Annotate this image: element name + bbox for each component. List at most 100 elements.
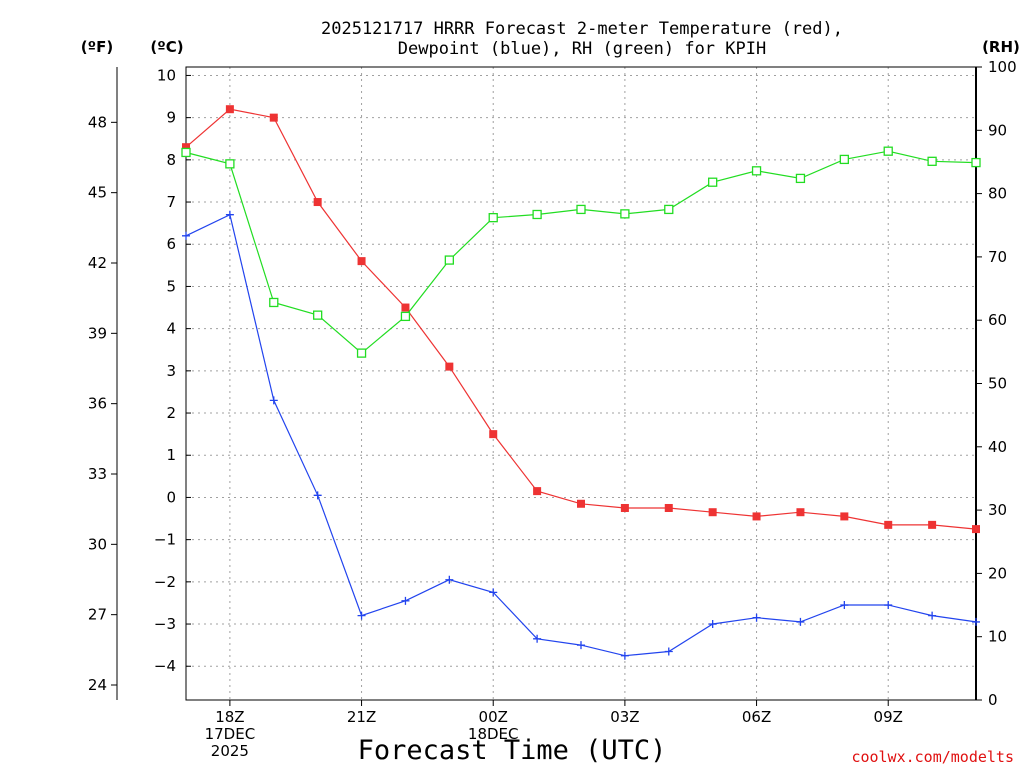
temperature-point: [313, 198, 322, 207]
dewpoint-point: [752, 613, 761, 622]
rh-point: [356, 348, 367, 358]
celsius-tick-label: 2: [166, 404, 176, 422]
temperature-point: [489, 430, 498, 439]
chart-title-line-2: Dewpoint (blue), RH (green) for KPIH: [398, 39, 766, 59]
dewpoint-point: [664, 647, 673, 656]
x-tick-label: 18DEC: [468, 725, 519, 743]
dewpoint-point: [577, 641, 585, 650]
temperature-point: [664, 503, 673, 512]
fahrenheit-axis: 48 45 42 39 36 33 30 27 24: [88, 113, 117, 694]
rh-tick-label: 30: [988, 501, 1007, 519]
celsius-tick-label: −1: [154, 531, 176, 549]
temperature-point: [972, 525, 980, 534]
rh-point: [576, 204, 586, 215]
temperature-point: [708, 508, 717, 517]
rh-tick-label: 90: [988, 121, 1007, 139]
dewpoint-point: [620, 651, 629, 660]
x-axis-title: Forecast Time (UTC): [358, 735, 667, 766]
rh-point: [225, 159, 235, 169]
dewpoint-point: [884, 601, 893, 610]
rh-point: [269, 297, 279, 308]
series-rh: [181, 146, 981, 358]
temperature-point: [357, 257, 366, 266]
temperature-point: [269, 113, 278, 122]
celsius-tick-label: 4: [166, 320, 176, 338]
rh-point: [313, 310, 323, 320]
rh-axis-label: (RH): [982, 38, 1020, 56]
series-temperature: [182, 105, 980, 534]
rh-point: [400, 311, 411, 322]
celsius-tick-label: 3: [166, 362, 176, 380]
celsius-tick-label: −3: [154, 615, 176, 633]
dewpoint-point: [796, 617, 805, 626]
rh-tick-label: 80: [988, 185, 1007, 203]
celsius-tick-label: 0: [166, 488, 176, 506]
temperature-point: [928, 520, 937, 529]
temperature-point: [577, 499, 585, 508]
temperature-point: [796, 508, 805, 517]
rh-point: [444, 255, 454, 265]
celsius-axis-label: (ºC): [150, 38, 183, 56]
dewpoint-point: [533, 634, 542, 643]
rh-tick-label: 100: [988, 58, 1017, 76]
rh-point: [839, 154, 849, 165]
x-tick-label: 2025: [211, 742, 249, 760]
rh-tick-label: 0: [988, 691, 998, 709]
chart-title-line-1: 2025121717 HRRR Forecast 2-meter Tempera…: [321, 19, 843, 39]
rh-point: [664, 204, 674, 215]
fahrenheit-tick-label: 36: [88, 395, 107, 413]
series-dewpoint: [182, 210, 980, 660]
rh-point: [181, 147, 191, 158]
temperature-point: [533, 487, 542, 496]
temperature-point: [445, 362, 454, 371]
x-tick-label: 00Z: [479, 708, 508, 726]
rh-tick-label: 40: [988, 438, 1007, 456]
rh-point: [795, 173, 806, 184]
fahrenheit-tick-label: 45: [88, 184, 107, 202]
dewpoint-line: [185, 213, 977, 657]
fahrenheit-axis-label: (ºF): [81, 38, 113, 56]
celsius-tick-label: −4: [154, 657, 176, 675]
dewpoint-point: [489, 588, 498, 597]
dewpoint-point: [357, 611, 366, 620]
dewpoint-point: [708, 620, 717, 629]
fahrenheit-tick-label: 30: [88, 535, 107, 553]
x-tick-label: 17DEC: [205, 725, 256, 743]
temperature-point: [884, 520, 893, 529]
rh-tick-label: 10: [988, 628, 1007, 646]
temperature-point: [401, 303, 410, 312]
x-tick-label: 18Z: [215, 708, 244, 726]
celsius-tick-label: 6: [166, 235, 176, 253]
rh-point: [971, 157, 981, 168]
celsius-tick-label: 10: [157, 66, 176, 84]
credit-text: coolwx.com/modelts: [851, 748, 1014, 766]
rh-point: [708, 177, 718, 187]
dewpoint-point: [313, 491, 322, 500]
rh-tick-label: 70: [988, 248, 1007, 266]
dewpoint-point: [928, 611, 937, 620]
temperature-point: [225, 105, 234, 114]
x-tick-label: 09Z: [874, 708, 903, 726]
celsius-tick-label: 7: [166, 193, 176, 211]
x-tick-label: 06Z: [742, 708, 771, 726]
rh-tick-label: 50: [988, 375, 1007, 393]
celsius-tick-label: 9: [166, 109, 176, 127]
fahrenheit-tick-label: 24: [88, 676, 107, 694]
temperature-point: [182, 143, 190, 152]
rh-point: [488, 213, 498, 223]
dewpoint-point: [225, 210, 234, 219]
rh-point: [620, 209, 630, 219]
dewpoint-point: [269, 396, 278, 405]
fahrenheit-tick-label: 42: [88, 254, 107, 272]
rh-point: [751, 166, 762, 176]
temperature-point: [752, 512, 761, 521]
data-series: [181, 105, 981, 660]
x-tick-label: 21Z: [347, 708, 376, 726]
dewpoint-point: [972, 617, 980, 626]
rh-point: [532, 209, 542, 220]
rh-tick-label: 60: [988, 311, 1007, 329]
